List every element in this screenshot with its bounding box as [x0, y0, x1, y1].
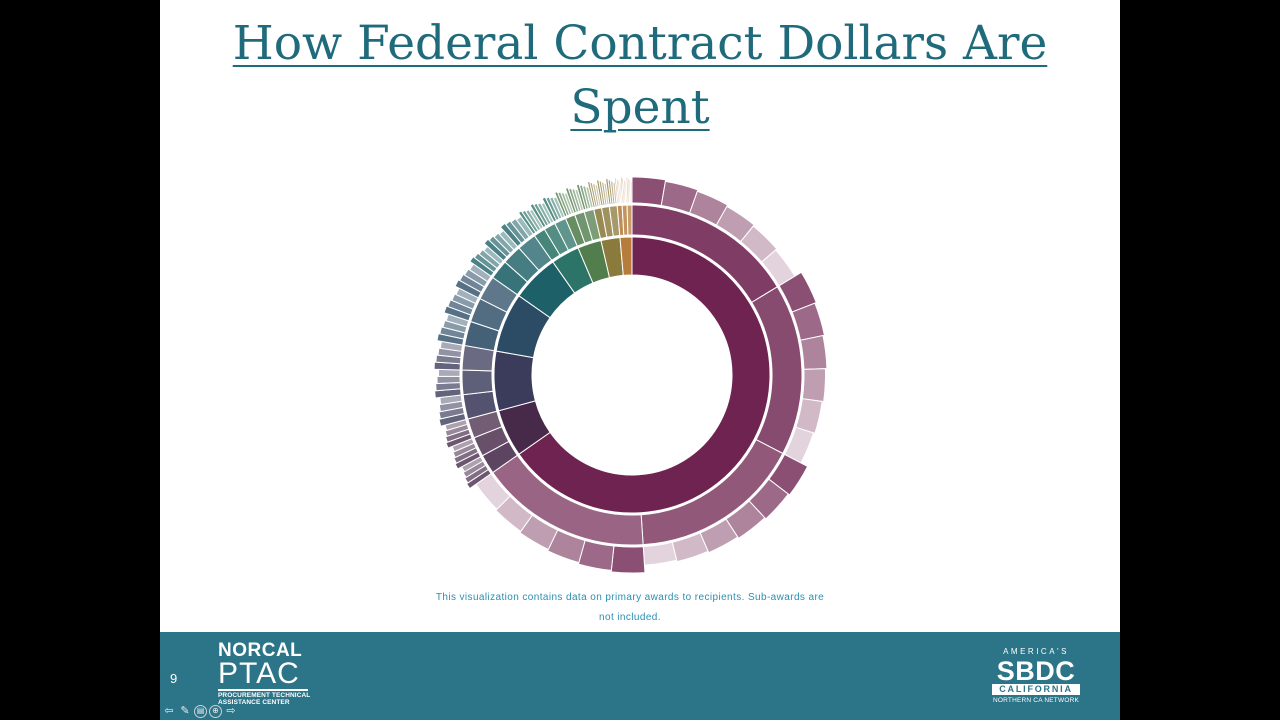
ptac-logo-line4: ASSISTANCE CENTER [218, 699, 290, 706]
ptac-logo-line1: NORCAL [218, 640, 303, 661]
slide-title: How Federal Contract Dollars Are Spent [232, 16, 1048, 135]
sunburst-ring1-segment [518, 236, 771, 514]
sbdc-logo-line4: NORTHERN CA NETWORK [992, 697, 1080, 704]
sbdc-logo-line3: CALIFORNIA [992, 684, 1080, 695]
sunburst-ring3-segment [630, 180, 633, 204]
slide-number: 9 [170, 671, 178, 686]
sunburst-ring3-segment [631, 176, 667, 207]
sunburst-ring3-segment [610, 545, 646, 574]
sbdc-logo-line1: AMERICA'S [1003, 647, 1069, 656]
next-arrow-icon[interactable]: ⇨ [226, 705, 236, 717]
zoom-icon[interactable]: ⊕ [209, 704, 222, 718]
sunburst-ring3-segment [438, 368, 461, 377]
norcal-ptac-logo: NORCAL PTAC PROCUREMENT TECHNICAL ASSIST… [218, 641, 312, 711]
ptac-logo-line3: PROCUREMENT TECHNICAL [218, 692, 311, 699]
previous-arrow-icon[interactable]: ⇦ [164, 705, 174, 717]
sunburst-ring1-segment [619, 236, 633, 276]
sunburst-ring3-segment [642, 541, 678, 566]
slide: How Federal Contract Dollars Are Spent T… [160, 0, 1120, 720]
slide-menu-icon[interactable]: ▤ [194, 704, 207, 718]
ptac-logo-line2: PTAC [218, 657, 300, 690]
slideshow-nav-controls: ⇦ ✎ ▤ ⊕ ⇨ [162, 703, 238, 719]
sunburst-ring1-segment [493, 350, 537, 412]
pen-icon[interactable]: ✎ [180, 705, 190, 717]
footer-band [160, 632, 1120, 720]
chart-caption: This visualization contains data on prim… [435, 592, 825, 623]
sunburst-ring2-segment [626, 204, 633, 236]
sunburst-rings [433, 176, 828, 574]
sunburst-ring3-segment [799, 334, 828, 370]
sunburst-chart [433, 176, 828, 574]
sunburst-ring2-segment [461, 369, 494, 396]
sbdc-logo-line2: SBDC [996, 656, 1076, 686]
americas-sbdc-logo: AMERICA'S SBDC CALIFORNIA NORTHERN CA NE… [988, 646, 1084, 712]
sunburst-ring3-segment [801, 368, 826, 403]
sunburst-ring3-segment [436, 375, 461, 385]
ptac-logo-rule [218, 689, 308, 691]
